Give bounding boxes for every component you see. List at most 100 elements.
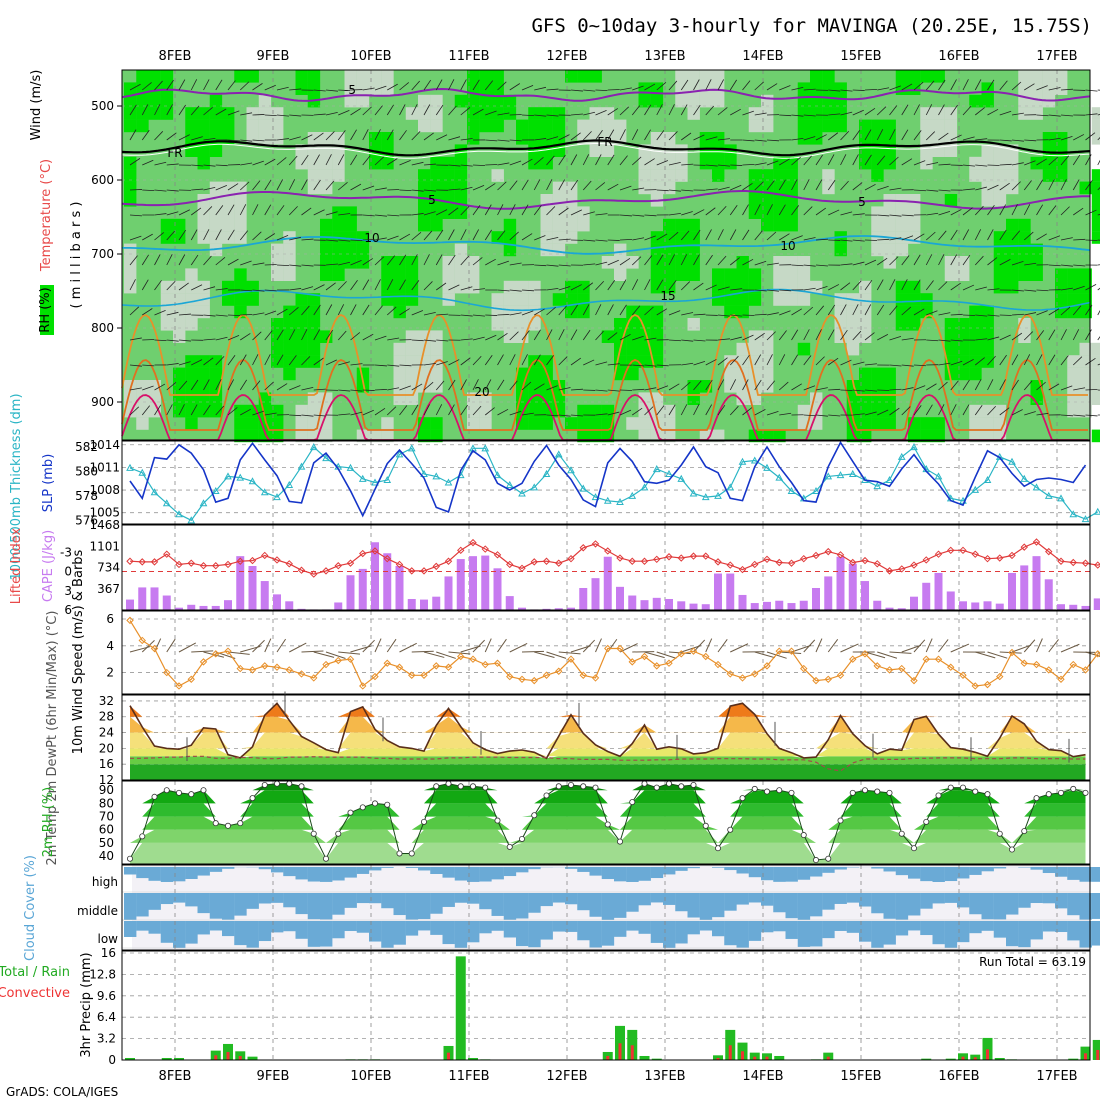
upper-wind-barb (178, 209, 190, 216)
upper-wind-barb (570, 329, 578, 341)
rh-cell (503, 94, 517, 108)
rh-cell (320, 181, 333, 195)
date-label-bottom: 10FEB (350, 1069, 391, 1084)
thickness-point (358, 474, 367, 482)
rh-cell (822, 82, 835, 95)
upper-wind-barb (1073, 285, 1085, 291)
rh-cell (1079, 367, 1092, 381)
cape-bar (738, 594, 747, 610)
upper-wind-barb (901, 214, 914, 217)
rh-cell (675, 231, 688, 244)
thickness-point (1093, 507, 1100, 515)
upper-wind-barb (962, 404, 970, 416)
upper-wind-barb (190, 79, 198, 91)
rh-point (420, 818, 427, 825)
thickness-point (395, 450, 404, 458)
upper-wind-barb (227, 80, 236, 91)
rh-cell (491, 231, 504, 244)
thickness-point (603, 496, 612, 504)
rh-cell (785, 256, 798, 269)
upper-wind-barb (803, 155, 812, 166)
rh-cell (369, 70, 382, 83)
rh-cell (797, 119, 811, 133)
surface-wind-barb (803, 639, 816, 653)
li-point (359, 549, 367, 558)
upper-wind-barb (460, 338, 473, 341)
rh-cell (271, 107, 284, 120)
li-point (763, 555, 771, 564)
upper-wind-barb (962, 105, 972, 116)
cloud-cell (957, 867, 970, 879)
wind-speed-point (248, 666, 257, 674)
upper-wind-barb (766, 380, 776, 391)
rh-cell (797, 293, 811, 306)
upper-wind-barb (619, 129, 626, 141)
rh-cell (160, 70, 174, 83)
rh-cell (810, 70, 823, 83)
upper-wind-barb (436, 313, 449, 316)
upper-wind-barb (864, 239, 878, 241)
precip-total-bar (774, 1055, 785, 1060)
li-point (1057, 557, 1065, 565)
rh-cell (503, 330, 517, 343)
upper-wind-barb (485, 334, 497, 341)
upper-wind-barb (619, 155, 628, 166)
rh-cell (761, 181, 774, 195)
upper-wind-barb (509, 180, 518, 191)
surface-wind-barb (436, 651, 456, 659)
upper-wind-barb (583, 111, 596, 116)
upper-wind-barb (987, 288, 1000, 291)
cloud-cell (1006, 921, 1019, 947)
chart-title: GFS 0~10day 3-hourly for MAVINGA (20.25E… (531, 15, 1092, 37)
thickness-point (420, 469, 428, 477)
li-point (579, 544, 587, 552)
rh-cell (160, 305, 174, 319)
rh-point (359, 804, 366, 811)
surface-wind-barb (521, 650, 544, 653)
date-label-bottom: 9FEB (257, 1069, 290, 1084)
upper-wind-barb (1023, 380, 1033, 391)
rh-cell (344, 231, 357, 244)
upper-wind-barb (387, 387, 400, 391)
thickness-point (628, 491, 637, 499)
li-point (346, 559, 355, 567)
upper-wind-barb (239, 181, 250, 191)
upper-wind-barb (411, 280, 420, 291)
wind-speed-point (542, 671, 551, 679)
upper-wind-barb (705, 359, 717, 366)
thickness-point (714, 491, 722, 499)
li-point (640, 557, 649, 565)
upper-wind-barb (227, 139, 240, 142)
cloud-cell (405, 893, 419, 920)
rh-cell (528, 380, 541, 393)
upper-wind-barb (1060, 385, 1073, 391)
rh-cell (124, 256, 137, 269)
surface-wind-barb (913, 639, 926, 653)
upper-wind-barb (350, 154, 358, 166)
rh-cell (785, 293, 798, 306)
upper-wind-barb (423, 132, 434, 141)
thickness-tick-label: 582 (75, 440, 98, 454)
cloud-cell (626, 867, 639, 882)
cloud-axis-label: Cloud Cover (%) (23, 855, 38, 961)
rh-cell (381, 417, 394, 430)
upper-wind-barb (288, 206, 298, 216)
upper-wind-barb (877, 185, 889, 191)
rh-cell (197, 144, 210, 157)
upper-wind-barb (1036, 233, 1047, 241)
upper-wind-barb (472, 79, 480, 91)
upper-wind-barb (166, 211, 179, 216)
rh-cell (908, 206, 921, 219)
upper-wind-barb (962, 284, 975, 291)
cape-axis-label: CAPE (J/kg) (41, 530, 56, 602)
cloud-cell (944, 893, 958, 903)
upper-wind-barb (1072, 305, 1082, 316)
upper-wind-barb (141, 82, 152, 91)
upper-wind-barb (423, 381, 434, 391)
rh-point (543, 792, 550, 799)
rh-cell (1091, 181, 1100, 195)
upper-wind-barb (374, 214, 387, 217)
rh-cell (246, 132, 259, 145)
upper-wind-barb (974, 255, 984, 266)
rh-cell (234, 293, 247, 306)
